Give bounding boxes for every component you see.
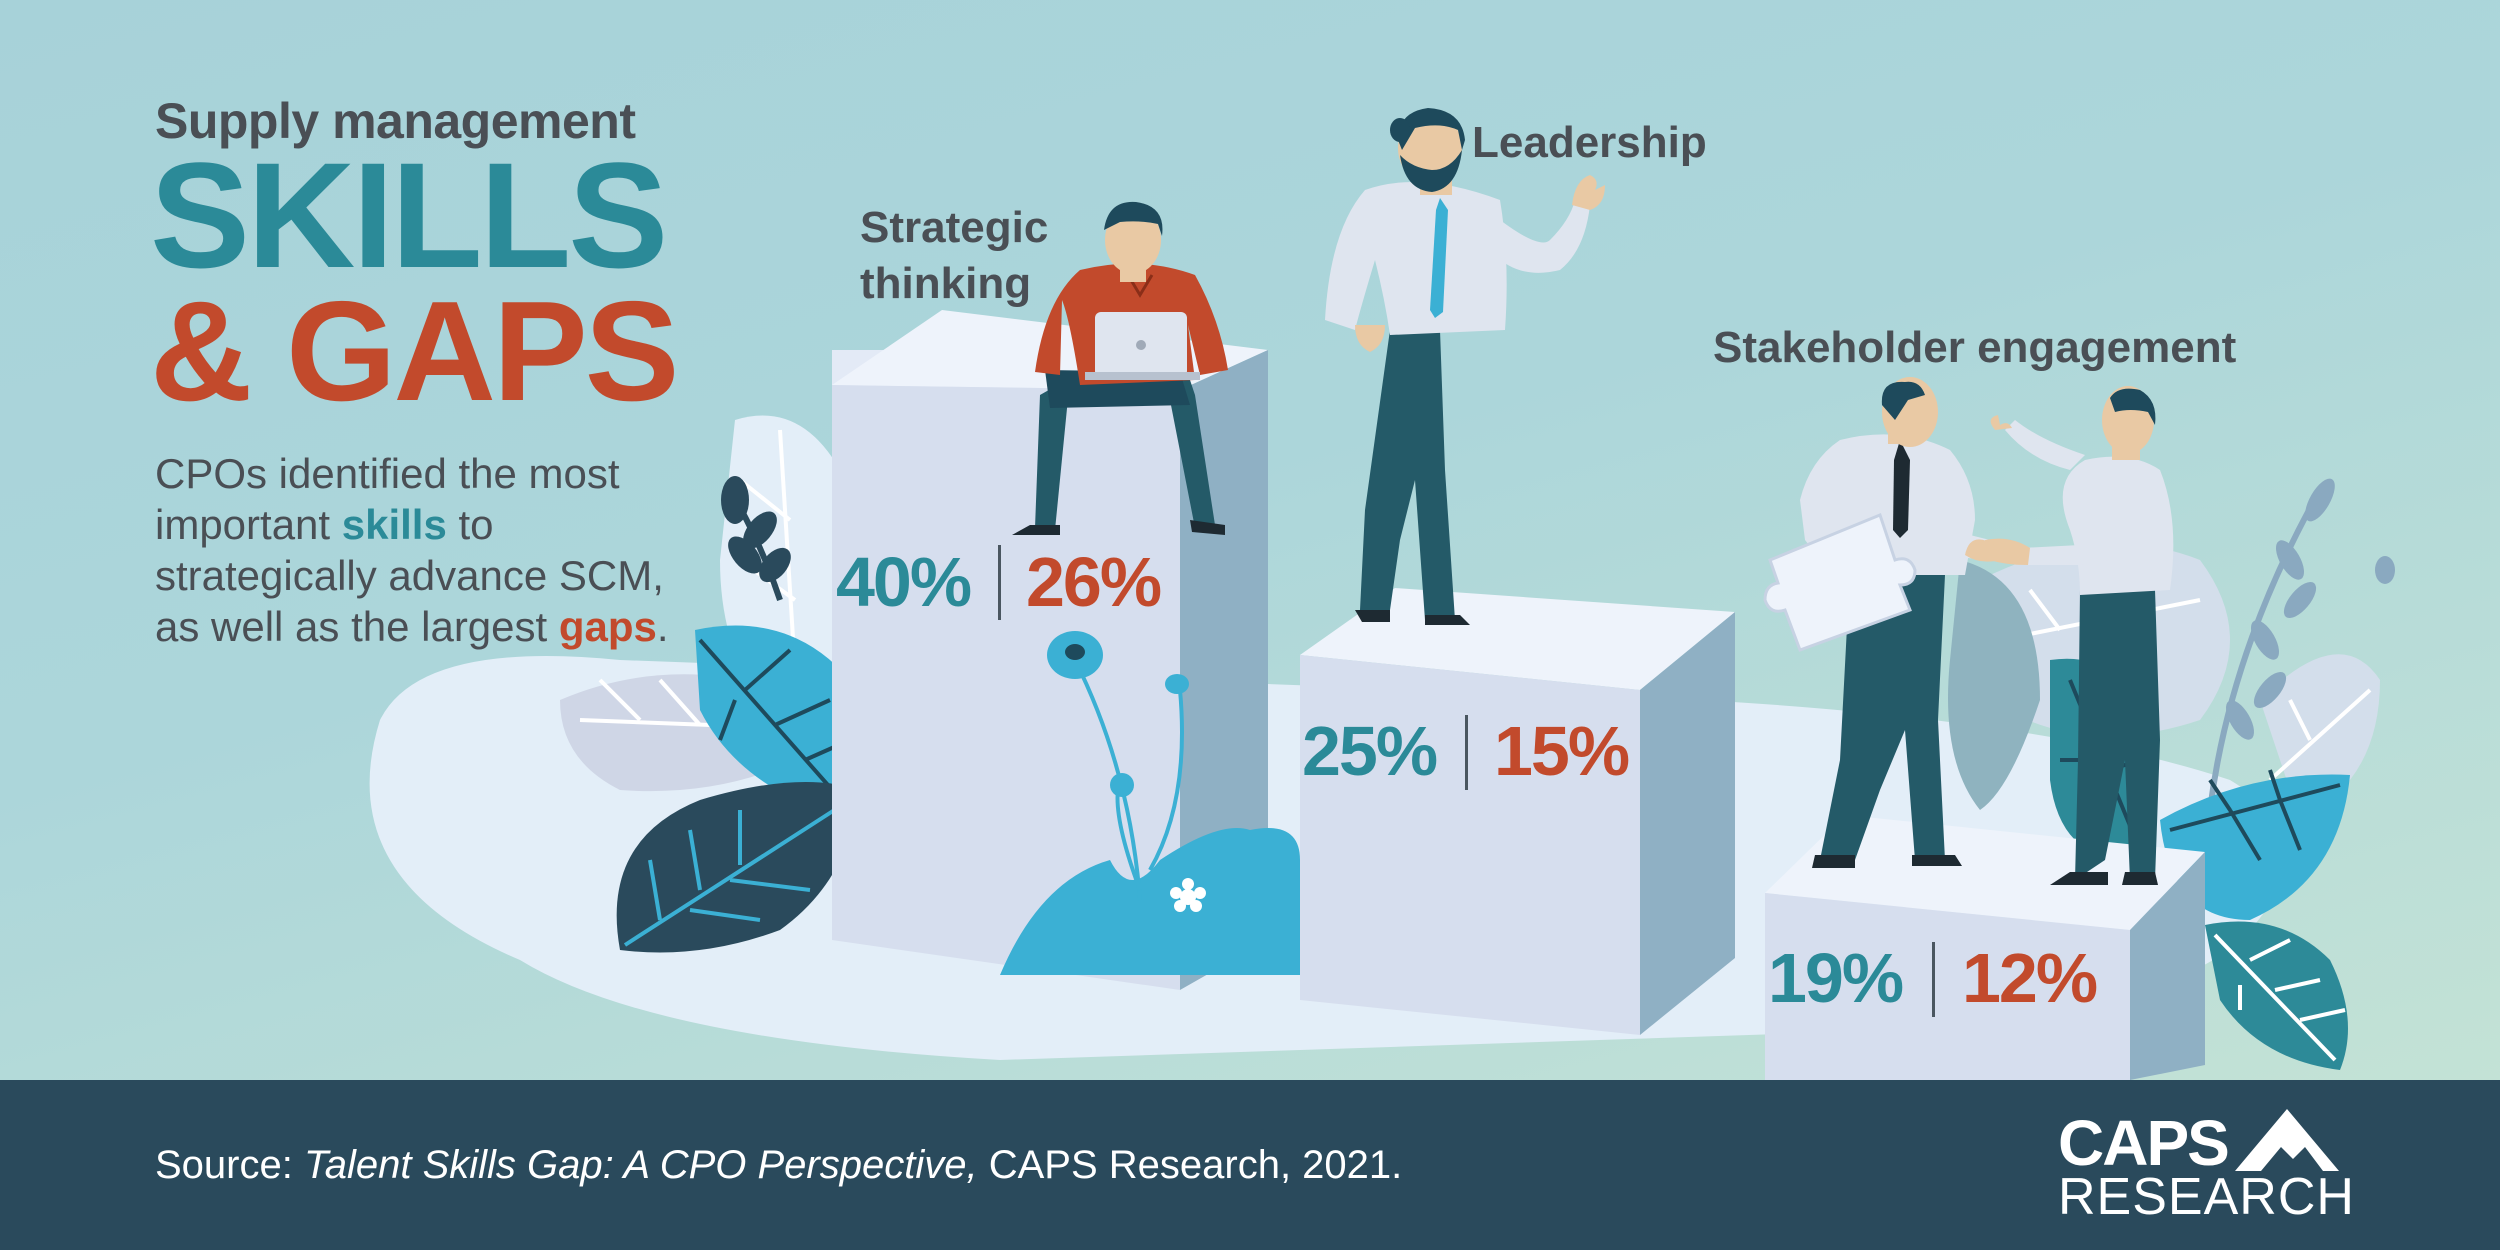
label-strategic-line1: Strategic [860, 203, 1049, 252]
puzzle-piece-icon [1763, 513, 1917, 652]
infographic-canvas: Supply management SKILLS & GAPS CPOs ide… [0, 0, 2500, 1080]
person-leader [1325, 108, 1605, 625]
intro-gaps-word: gaps [558, 603, 657, 650]
label-stakeholder-engagement: Stakeholder engagement [1713, 323, 2237, 372]
logo-caps-text: CAPS [2058, 1107, 2230, 1179]
leadership-skill-percent: 25% [1302, 712, 1438, 790]
strategic-gap-percent: 26% [1026, 543, 1162, 621]
stakeholder-gap-percent: 12% [1962, 939, 2098, 1017]
leadership-divider [1465, 715, 1468, 790]
person-handshake [1965, 386, 2174, 885]
podium-leadership [1300, 588, 1735, 1035]
stakeholder-divider [1932, 942, 1935, 1017]
intro-part1: CPOs identified the most important [155, 450, 620, 548]
source-title: Talent Skills Gap: A CPO Perspective, [303, 1143, 978, 1187]
subtitle: Supply management [155, 93, 636, 149]
source-citation: Source: Talent Skills Gap: A CPO Perspec… [155, 1143, 1402, 1188]
source-prefix: Source: [155, 1143, 304, 1187]
leaf-right-blue [2160, 769, 2350, 920]
label-strategic-thinking: Strategic thinking [860, 200, 1048, 312]
label-strategic-line2: thinking [860, 259, 1032, 308]
title-gaps: & GAPS [150, 272, 679, 431]
title-skills: SKILLS [150, 131, 668, 299]
strategic-skill-percent: 40% [836, 543, 972, 621]
logo-research-text: RESEARCH [2058, 1168, 2355, 1226]
leaf-right-teal-back [1948, 560, 2040, 810]
source-rest: CAPS Research, 2021. [977, 1143, 1403, 1187]
stakeholder-skill-percent: 19% [1768, 939, 1904, 1017]
intro-part2: to strategically advance SCM, as well as… [155, 501, 664, 650]
leadership-gap-percent: 15% [1494, 712, 1630, 790]
leaf-right-teal-front [2205, 921, 2348, 1070]
podium-illustration [369, 108, 2395, 1080]
sprig-right [2207, 478, 2395, 811]
mountain-icon [2235, 1109, 2339, 1171]
leaf-left-dark [616, 782, 860, 953]
caps-research-logo: CAPS RESEARCH [2055, 1105, 2354, 1230]
intro-skills-word: skills [341, 501, 447, 548]
sprig-left [721, 476, 791, 601]
footer-bar [0, 1080, 2500, 1250]
flower-plant [1000, 631, 1300, 975]
person-seated-laptop [1012, 201, 1228, 535]
intro-part3: . [656, 603, 669, 650]
person-puzzle-holder [1763, 377, 2010, 868]
intro-text: CPOs identified the most important skill… [155, 448, 675, 652]
leaf-left-blue [695, 625, 865, 820]
strategic-divider [998, 545, 1001, 620]
label-leadership: Leadership [1472, 118, 1707, 167]
